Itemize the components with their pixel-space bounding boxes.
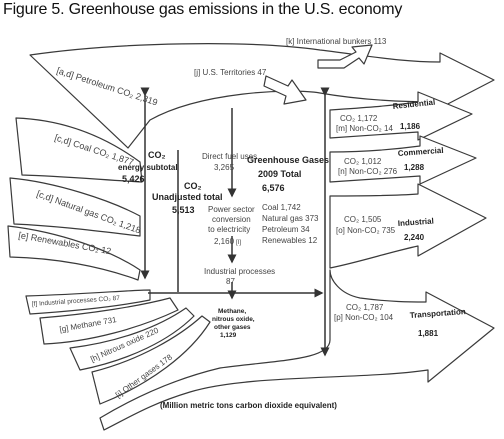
commercial-nonco2: [n] Non-CO₂ 276 <box>338 167 398 176</box>
ghg-total-value: 6,576 <box>262 183 285 193</box>
energy-subtotal-label: energy subtotal <box>118 163 178 172</box>
noncol-label-3: other gases <box>214 324 251 331</box>
power-sector-label-1: Power sector <box>208 205 255 214</box>
residential-co2: CO₂ 1,172 <box>340 114 378 123</box>
transportation-name: Transportation <box>410 307 467 320</box>
direct-fuel-label: Direct fuel uses <box>202 152 257 161</box>
noncol-label-2: nitrous oxide, <box>212 316 255 323</box>
industrial-nonco2: [o] Non-CO₂ 735 <box>336 226 396 235</box>
ghg-year-label: 2009 Total <box>258 169 301 179</box>
unadjusted-total-label: Unadjusted total <box>152 192 223 202</box>
territories-arrow <box>263 75 307 105</box>
territories-label: [j] U.S. Territories 47 <box>194 68 267 77</box>
units-footer: (Million metric tons carbon dioxide equi… <box>160 401 337 410</box>
unadjusted-co2-label: CO₂ <box>184 181 202 191</box>
industrial-processes-label: Industrial processes <box>204 267 275 276</box>
mix-coal: Coal 1,742 <box>262 203 301 212</box>
power-sector-value: 2,160 <box>214 237 235 246</box>
other-gases-band <box>91 315 211 405</box>
direct-fuel-value: 3,265 <box>214 163 235 172</box>
energy-co2-label: CO₂ <box>148 150 166 160</box>
commercial-name: Commercial <box>398 146 444 158</box>
energy-subtotal-value: 5,426 <box>122 174 145 184</box>
transportation-total: 1,881 <box>418 329 439 338</box>
bunkers-arrow <box>317 44 373 69</box>
commercial-co2: CO₂ 1,012 <box>344 157 382 166</box>
power-sector-label-3: to electricity <box>208 225 250 234</box>
mix-natgas: Natural gas 373 <box>262 214 319 223</box>
transportation-nonco2: [p] Non-CO₂ 104 <box>334 313 394 322</box>
arrow-industrial <box>329 183 487 269</box>
ghg-label: Greenhouse Gases <box>247 155 329 165</box>
methane-band <box>39 297 179 345</box>
noncol-value: 1,129 <box>220 332 237 339</box>
arrow-commercial <box>329 135 477 185</box>
mix-renewables: Renewables 12 <box>262 236 318 245</box>
residential-name: Residential <box>392 98 435 111</box>
mix-petroleum: Petroleum 34 <box>262 225 310 234</box>
bunkers-label: [k] International bunkers 113 <box>286 37 387 46</box>
power-sector-note: [l] <box>236 239 241 246</box>
unadjusted-total-value: 5,513 <box>172 205 195 215</box>
noncol-label-1: Methane, <box>218 308 246 315</box>
nitrous-band <box>69 307 195 371</box>
power-sector-label-2: conversion <box>212 215 251 224</box>
renewables-flow-band <box>7 225 141 281</box>
industrial-processes-value: 87 <box>226 277 235 286</box>
industrial-co2: CO₂ 1,505 <box>344 215 382 224</box>
arrow-residential <box>329 91 473 141</box>
industrial-name: Industrial <box>398 217 435 228</box>
residential-nonco2: [m] Non-CO₂ 14 <box>336 124 393 133</box>
figure-title: Figure 5. Greenhouse gas emissions in th… <box>3 1 403 18</box>
industrial-total: 2,240 <box>404 233 425 242</box>
arrow-transportation <box>99 269 495 431</box>
transportation-co2: CO₂ 1,787 <box>346 303 384 312</box>
industrial-proc-band <box>25 289 151 315</box>
residential-total: 1,186 <box>400 122 421 131</box>
commercial-total: 1,288 <box>404 163 425 172</box>
natgas-flow-band <box>9 177 141 237</box>
